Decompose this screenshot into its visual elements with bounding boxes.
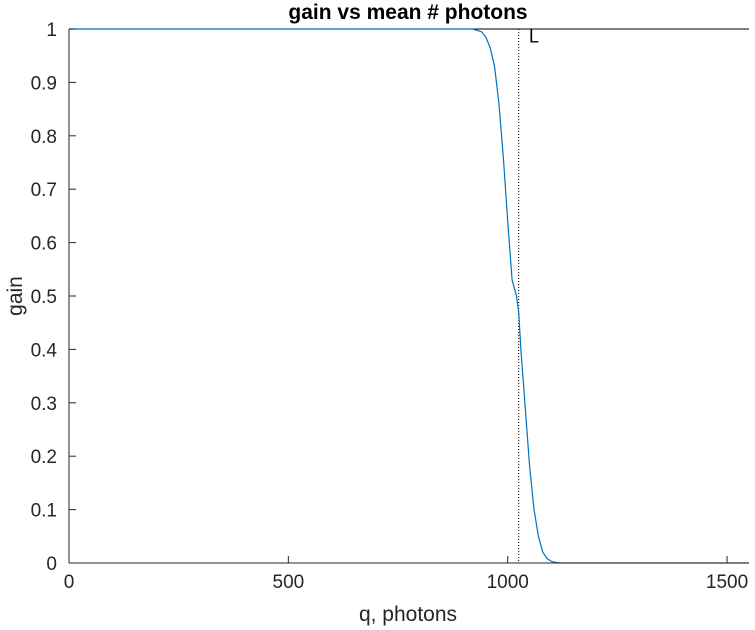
y-tick-label: 0.1 bbox=[31, 501, 57, 522]
y-tick-label: 0.8 bbox=[31, 127, 57, 148]
x-ticks: 0 500 1000 1500 bbox=[64, 556, 748, 593]
y-tick-label: 0.4 bbox=[31, 340, 58, 361]
annotation-label: L bbox=[529, 26, 539, 46]
x-tick-label: 500 bbox=[273, 572, 305, 593]
x-tick-label: 0 bbox=[64, 572, 75, 593]
y-tick-label: 0.2 bbox=[31, 447, 57, 468]
y-tick-label: 0 bbox=[46, 554, 57, 575]
y-tick-label: 0.5 bbox=[31, 287, 57, 308]
y-tick-label: 1 bbox=[46, 20, 57, 41]
x-tick-label: 1500 bbox=[706, 572, 748, 593]
y-tick-label: 0.7 bbox=[31, 180, 57, 201]
chart-title: gain vs mean # photons bbox=[288, 1, 527, 24]
y-tick-label: 0.9 bbox=[31, 73, 57, 94]
plot-background bbox=[69, 29, 749, 563]
y-tick-label: 0.6 bbox=[31, 234, 57, 255]
y-ticks: 0 0.1 0.2 0.3 0.4 0.5 0.6 0.7 0.8 0.9 1 bbox=[31, 20, 76, 575]
x-axis-label: q, photons bbox=[359, 603, 457, 626]
y-tick-label: 0.3 bbox=[31, 394, 57, 415]
x-tick-label: 1000 bbox=[487, 572, 529, 593]
y-axis-label: gain bbox=[4, 276, 27, 316]
